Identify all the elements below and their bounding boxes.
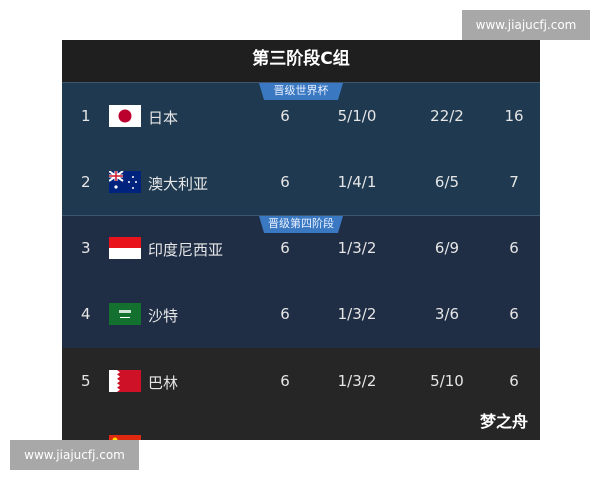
points: 7: [509, 173, 519, 191]
points: 6: [509, 305, 519, 323]
points: 6: [509, 372, 519, 390]
indonesia-flag-icon: [109, 237, 141, 259]
rank: 5: [81, 372, 91, 390]
section-world-cup: 晋级世界杯 1 日本 6 5/1/0 22/2 16 2 澳大利亚 6 1/4/…: [62, 82, 540, 215]
rank: 2: [81, 173, 91, 191]
australia-flag-icon: [109, 171, 141, 193]
rank: 1: [81, 107, 91, 125]
table-row[interactable]: 3 印度尼西亚 6 1/3/2 6/9 6: [62, 234, 540, 264]
qualify-badge: 晋级世界杯: [259, 83, 343, 100]
watermark-top: www.jiajucfj.com: [462, 10, 590, 40]
goals: 5/10: [430, 372, 464, 390]
table-row[interactable]: 5 巴林 6 1/3/2 5/10 6: [62, 367, 540, 397]
goals: 3/6: [434, 305, 460, 323]
team-name: 日本: [148, 109, 179, 127]
goals: 6/9: [434, 239, 460, 257]
author-watermark: 梦之舟: [479, 412, 528, 431]
team-name: 沙特: [148, 307, 179, 325]
played: 6: [280, 305, 290, 323]
played: 6: [280, 107, 290, 125]
bahrain-flag-icon: [109, 370, 141, 392]
rank: 4: [81, 305, 91, 323]
team-name: 巴林: [148, 374, 179, 392]
record: 1/4/1: [337, 173, 377, 191]
record: 1/3/2: [337, 239, 377, 257]
team-name: 澳大利亚: [148, 175, 209, 193]
japan-flag-icon: [109, 105, 141, 127]
goals: 22/2: [430, 107, 464, 125]
section-eliminated: 5 巴林 6 1/3/2 5/10 6 梦之舟: [62, 348, 540, 440]
team-name: 印度尼西亚: [148, 241, 224, 259]
rank: 3: [81, 239, 91, 257]
record: 1/3/2: [337, 372, 377, 390]
record: 5/1/0: [337, 107, 377, 125]
section-fourth-stage: 晋级第四阶段 3 印度尼西亚 6 1/3/2 6/9 6 4 沙特 6 1/3/…: [62, 215, 540, 348]
points: 6: [509, 239, 519, 257]
watermark-bottom: www.jiajucfj.com: [10, 440, 139, 470]
china-flag-icon: [109, 435, 141, 440]
page-title: 第三阶段C组: [62, 40, 540, 82]
goals: 6/5: [434, 173, 460, 191]
qualify-badge: 晋级第四阶段: [259, 216, 343, 233]
record: 1/3/2: [337, 305, 377, 323]
played: 6: [280, 239, 290, 257]
standings-panel: 第三阶段C组 晋级世界杯 1 日本 6 5/1/0 22/2 16 2 澳大利亚…: [62, 40, 540, 440]
played: 6: [280, 173, 290, 191]
points: 16: [504, 107, 524, 125]
table-row[interactable]: 2 澳大利亚 6 1/4/1 6/5 7: [62, 168, 540, 198]
played: 6: [280, 372, 290, 390]
table-row[interactable]: 1 日本 6 5/1/0 22/2 16: [62, 102, 540, 132]
saudi-arabia-flag-icon: [109, 303, 141, 325]
table-row[interactable]: 4 沙特 6 1/3/2 3/6 6: [62, 300, 540, 330]
